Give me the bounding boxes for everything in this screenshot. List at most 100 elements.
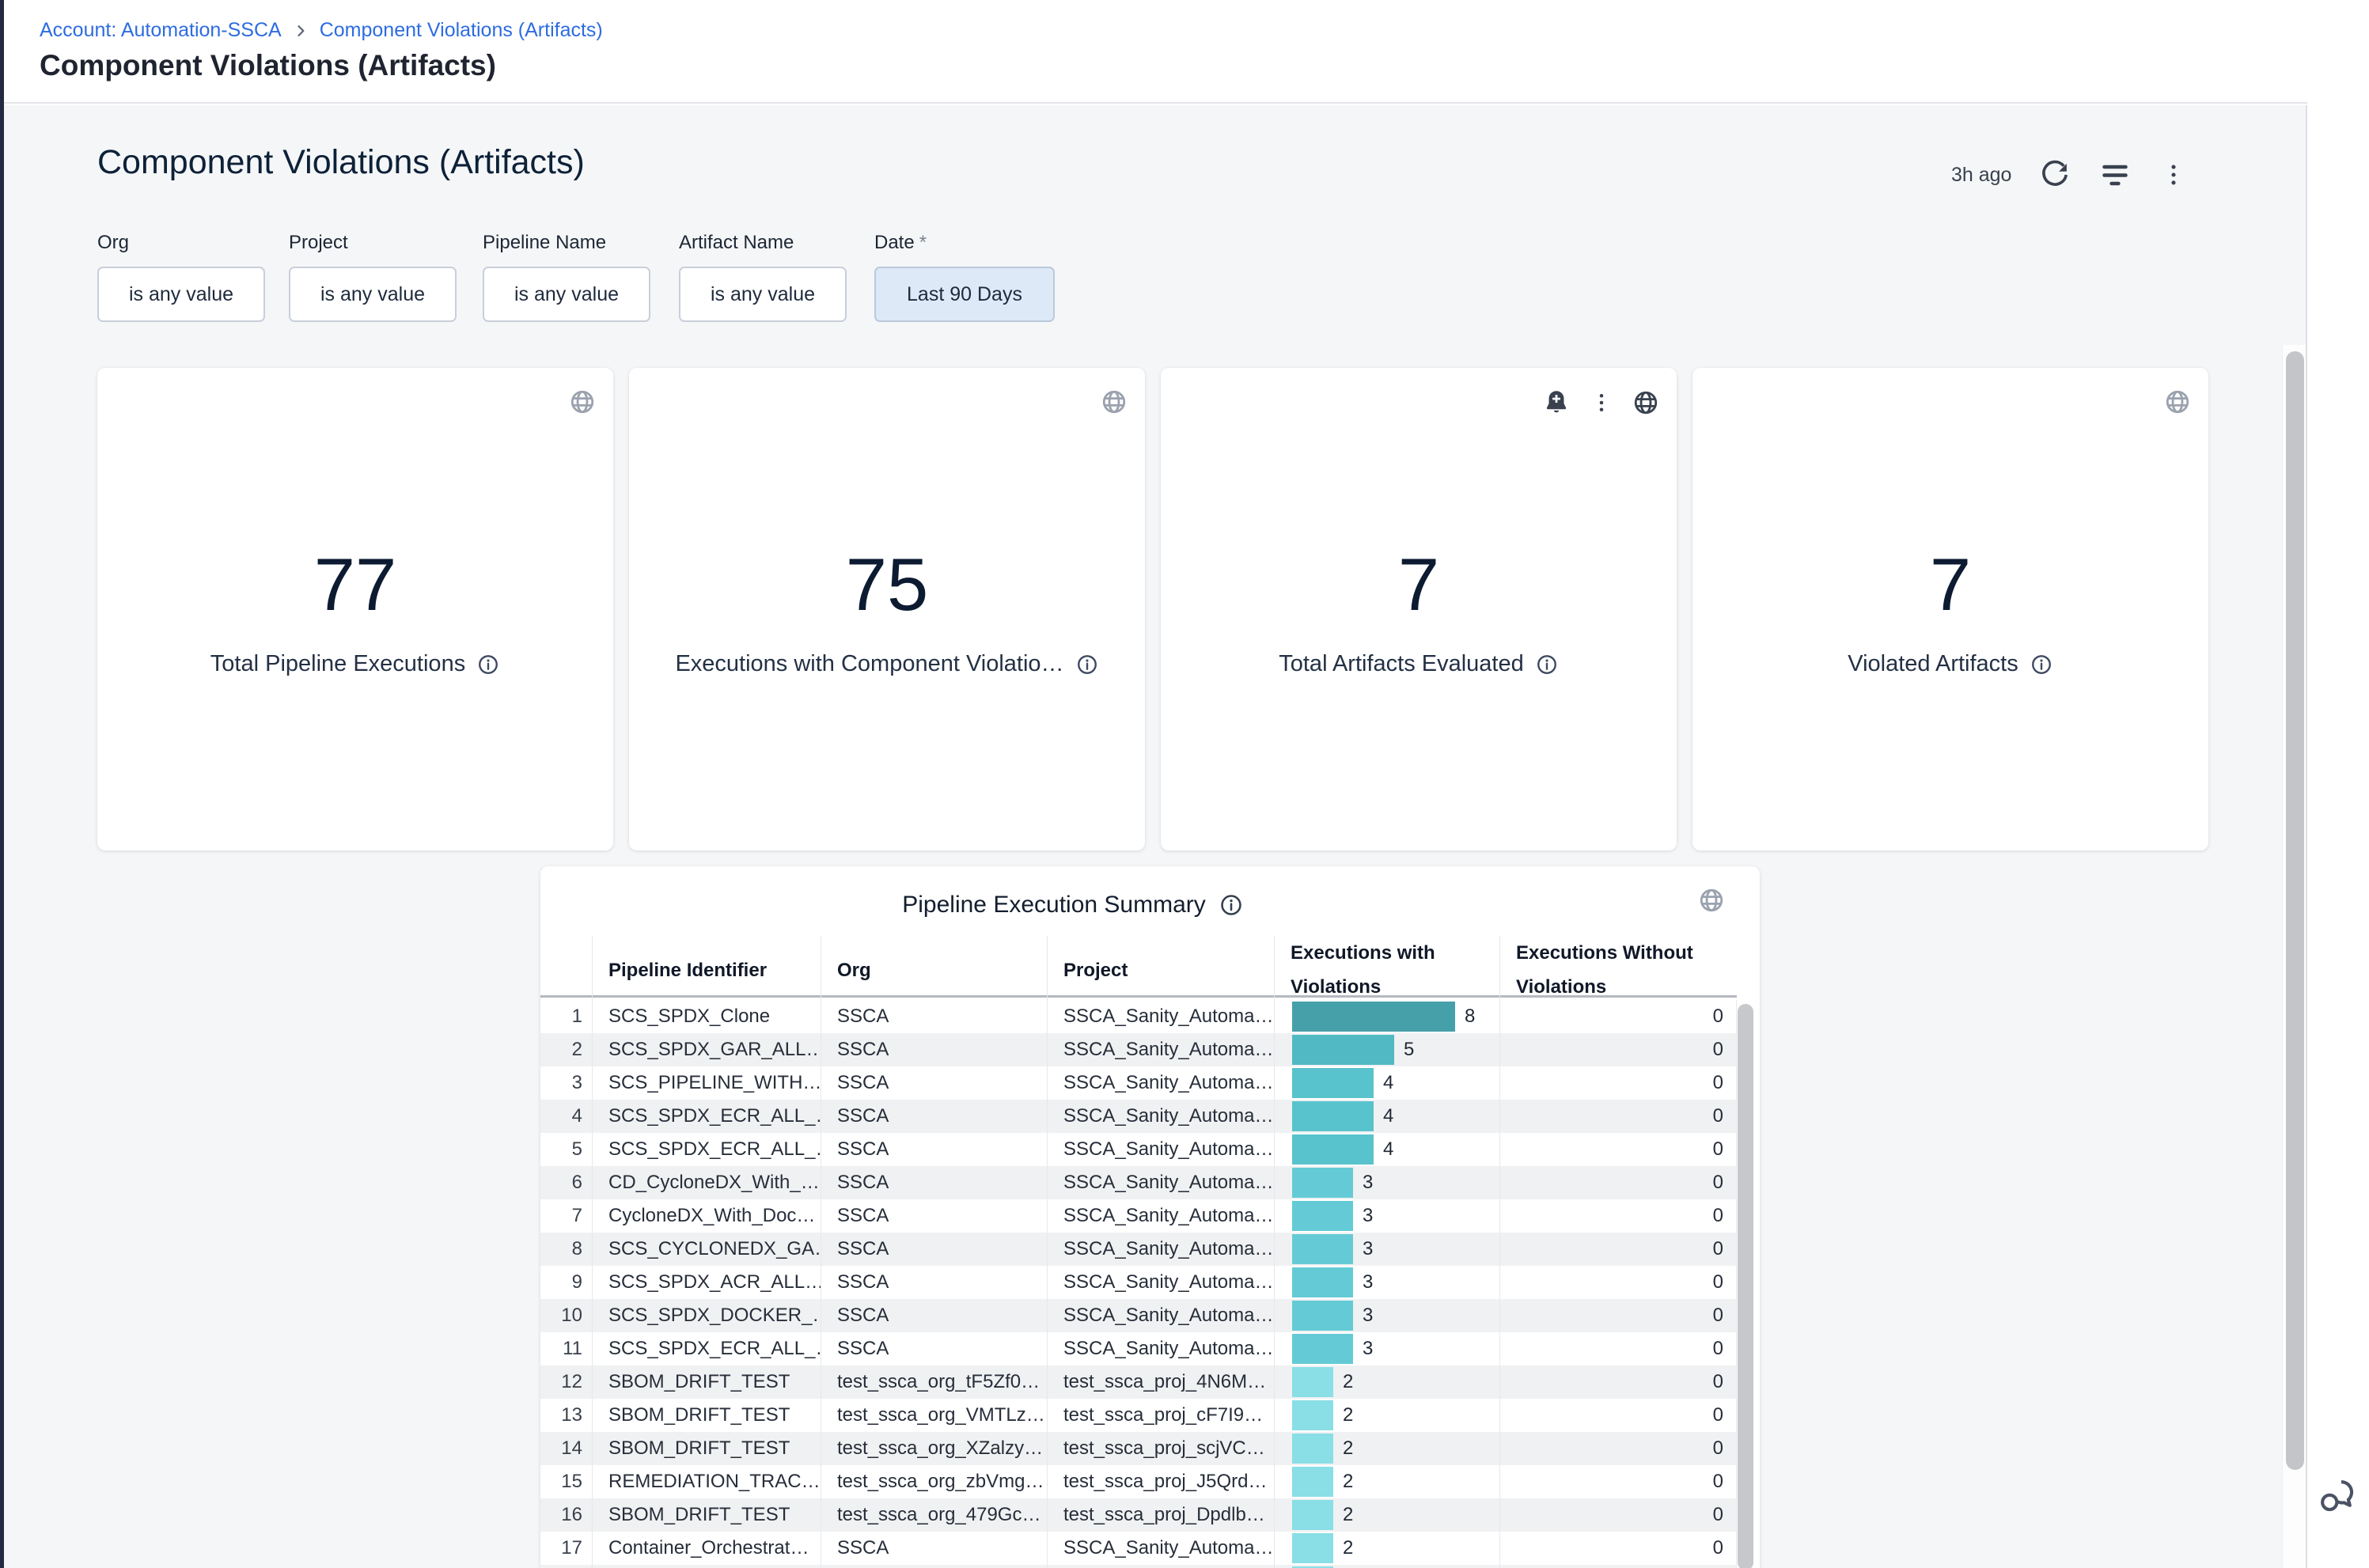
cell-project: SSCA_Sanity_Automa…: [1047, 1133, 1274, 1166]
table-row: 17 Container_Orchestrat… SSCA SSCA_Sanity_A…: [540, 1532, 1737, 1565]
cell-project: SSCA_Sanity_Automa…: [1047, 1332, 1274, 1365]
tile-menu-button[interactable]: [1590, 391, 1613, 415]
cell-org: SSCA: [821, 1000, 1047, 1033]
cell-pipeline-identifier: SCS_SPDX_DOCKER_…: [592, 1299, 821, 1332]
page-scrollbar-thumb[interactable]: [2286, 351, 2304, 1470]
breadcrumb-current-link[interactable]: Component Violations (Artifacts): [319, 19, 603, 41]
cell-executions-without-violations: 0: [1499, 1299, 1737, 1332]
table-row: 15 REMEDIATION_TRAC… test_ssca_org_zbVmg… t…: [540, 1465, 1737, 1498]
violations-bar-value: 3: [1363, 1172, 1374, 1193]
chat-help-button[interactable]: [2317, 1476, 2358, 1517]
dashboard-panel: Component Violations (Artifacts) 3h ago …: [4, 105, 2307, 1568]
cell-project: test_ssca_proj_4N6M…: [1047, 1365, 1274, 1399]
stat-label: Total Pipeline Executions: [210, 651, 466, 676]
dashboard-title: Component Violations (Artifacts): [97, 143, 585, 181]
cell-executions-with-violations: [1274, 1565, 1499, 1568]
violations-bar: [1292, 1400, 1333, 1430]
explore-button[interactable]: [569, 388, 596, 415]
table-row-partial: [540, 1565, 1737, 1568]
violations-bar-value: 4: [1383, 1105, 1394, 1127]
page-title: Component Violations (Artifacts): [40, 49, 496, 81]
filter-date-label: Date *: [874, 232, 927, 253]
stat-value: 75: [845, 543, 929, 626]
filter-org-value-button[interactable]: is any value: [97, 267, 265, 322]
stat-label: Executions with Component Violatio…: [675, 651, 1064, 676]
cell-pipeline-identifier: Container_Orchestrat…: [592, 1532, 821, 1565]
breadcrumb-account-link[interactable]: Account: Automation-SSCA: [40, 19, 282, 41]
cell-org: SSCA: [821, 1133, 1047, 1166]
filter-pipeline-name-value-button[interactable]: is any value: [483, 267, 650, 322]
header-org[interactable]: Org: [821, 936, 1047, 1005]
explore-button[interactable]: [1101, 388, 1128, 415]
collapsed-sidebar-edge: [0, 0, 4, 1568]
table-row: 5 SCS_SPDX_ECR_ALL_… SSCA SSCA_Sanity_Autom…: [540, 1133, 1737, 1166]
header-project[interactable]: Project: [1047, 936, 1274, 1005]
table-row: 11 SCS_SPDX_ECR_ALL_… SSCA SSCA_Sanity_Auto…: [540, 1332, 1737, 1365]
table-row: 3 SCS_PIPELINE_WITH… SSCA SSCA_Sanity_Autom…: [540, 1066, 1737, 1100]
violations-bar-value: 2: [1343, 1471, 1354, 1492]
cell-org: SSCA: [821, 1233, 1047, 1266]
row-index: 3: [571, 1072, 582, 1093]
violations-bar-value: 3: [1363, 1271, 1374, 1293]
cell-executions-with-violations: 8: [1274, 1000, 1499, 1033]
cell-pipeline-identifier: SCS_SPDX_ACR_ALL…: [592, 1266, 821, 1299]
info-icon[interactable]: [1535, 653, 1559, 676]
table-scrollbar-thumb[interactable]: [1738, 1004, 1753, 1568]
cell-project: SSCA_Sanity_Automa…: [1047, 1066, 1274, 1100]
refresh-button[interactable]: [2040, 160, 2070, 190]
header-pipeline-identifier[interactable]: Pipeline Identifier: [592, 936, 821, 1005]
explore-button[interactable]: [1632, 389, 1659, 416]
filter-date-value-button[interactable]: Last 90 Days: [874, 267, 1055, 322]
filter-pipeline-name: Pipeline Name is any value: [483, 232, 650, 322]
stat-label: Total Artifacts Evaluated: [1279, 651, 1524, 676]
violations-bar-value: 3: [1363, 1305, 1374, 1326]
chat-bubbles-icon: [2317, 1476, 2358, 1517]
chevron-right-icon: [293, 23, 309, 39]
info-icon[interactable]: [1219, 892, 1244, 918]
violations-bar: [1292, 1367, 1333, 1397]
explore-button[interactable]: [1698, 887, 1725, 914]
violations-bar: [1292, 1068, 1374, 1098]
filter-artifact-name: Artifact Name is any value: [679, 232, 847, 322]
dashboard-controls: 3h ago: [1951, 154, 2187, 195]
cell-pipeline-identifier: SCS_SPDX_ECR_ALL_…: [592, 1332, 821, 1365]
dashboard-menu-button[interactable]: [2160, 161, 2187, 188]
cell-executions-without-violations: 0: [1499, 1498, 1737, 1532]
violations-bar-value: 3: [1363, 1338, 1374, 1359]
table-row: 2 SCS_SPDX_GAR_ALL… SSCA SSCA_Sanity_Automa…: [540, 1033, 1737, 1066]
alert-button[interactable]: [1542, 388, 1571, 417]
info-icon[interactable]: [476, 653, 500, 676]
table-row: 13 SBOM_DRIFT_TEST test_ssca_org_VMTLz… tes…: [540, 1399, 1737, 1432]
cell-project: test_ssca_proj_scjVC…: [1047, 1432, 1274, 1465]
cell-executions-with-violations: 2: [1274, 1465, 1499, 1498]
dashboard-filters-button[interactable]: [2098, 158, 2132, 191]
violations-bar-value: 8: [1465, 1006, 1476, 1027]
cell-pipeline-identifier: SBOM_DRIFT_TEST: [592, 1432, 821, 1465]
pipeline-execution-summary-card: Pipeline Execution Summary Pipeline Iden…: [540, 866, 1760, 1568]
cell-executions-without-violations: 0: [1499, 1465, 1737, 1498]
violations-bar-value: 2: [1343, 1504, 1354, 1525]
stat-value: 7: [1929, 543, 1972, 626]
cell-executions-with-violations: 2: [1274, 1432, 1499, 1465]
row-index: 8: [571, 1238, 582, 1259]
cell-executions-with-violations: 5: [1274, 1033, 1499, 1066]
filter-artifact-name-value-button[interactable]: is any value: [679, 267, 847, 322]
table-row: 9 SCS_SPDX_ACR_ALL… SSCA SSCA_Sanity_Automa…: [540, 1266, 1737, 1299]
row-index: 16: [561, 1504, 582, 1525]
cell-executions-with-violations: 3: [1274, 1332, 1499, 1365]
cell-org: SSCA: [821, 1066, 1047, 1100]
cell-pipeline-identifier: CycloneDX_With_Doc…: [592, 1199, 821, 1233]
violations-bar: [1292, 1002, 1455, 1032]
header-executions-with-violations[interactable]: Executions with Violations: [1274, 936, 1499, 1005]
violations-bar: [1292, 1500, 1333, 1530]
header-executions-without-violations[interactable]: Executions Without Violations: [1499, 936, 1737, 1005]
explore-button[interactable]: [2164, 388, 2191, 415]
cell-project: SSCA_Sanity_Automa…: [1047, 1299, 1274, 1332]
cell-pipeline-identifier: SCS_SPDX_ECR_ALL_…: [592, 1100, 821, 1133]
violations-bar-value: 4: [1383, 1138, 1394, 1160]
violations-bar: [1292, 1035, 1394, 1065]
filter-project-value-button[interactable]: is any value: [289, 267, 457, 322]
info-icon[interactable]: [2030, 653, 2053, 676]
info-icon[interactable]: [1075, 653, 1099, 676]
